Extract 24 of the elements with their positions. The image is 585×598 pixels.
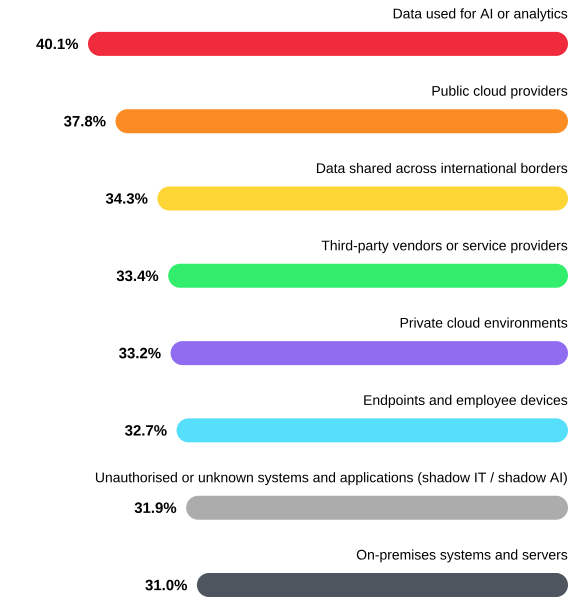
data-label: 34.3% (106, 193, 148, 204)
bar (170, 341, 568, 366)
y-tick-label: Private cloud environments (400, 317, 568, 328)
y-tick-label: Data shared across international borders (316, 162, 568, 174)
bar (196, 573, 568, 598)
bar (88, 32, 568, 56)
bar (116, 109, 568, 134)
data-label: 31.9% (134, 502, 176, 514)
y-tick-label: Unauthorised or unknown systems and applications (shadow IT / shadow AI) (96, 472, 567, 486)
y-tick-label: On-premises systems and servers (356, 549, 568, 562)
bar (186, 496, 568, 520)
bar (157, 186, 568, 210)
y-tick-label: Third-party vendors or service providers (322, 240, 568, 254)
data-label: 40.1% (36, 38, 78, 50)
bar (168, 264, 568, 288)
data-label: 33.4% (116, 270, 158, 282)
y-tick-label: Public cloud providers (432, 86, 568, 99)
data-label: 37.8% (64, 116, 106, 126)
y-tick-label: Endpoints and employee devices (364, 394, 568, 408)
y-tick-label: Data used for AI or analytics (394, 8, 568, 22)
data-label: 31.0% (145, 580, 187, 590)
bar (176, 418, 568, 442)
data-label: 32.7% (125, 425, 167, 436)
data-label: 33.2% (119, 348, 161, 358)
